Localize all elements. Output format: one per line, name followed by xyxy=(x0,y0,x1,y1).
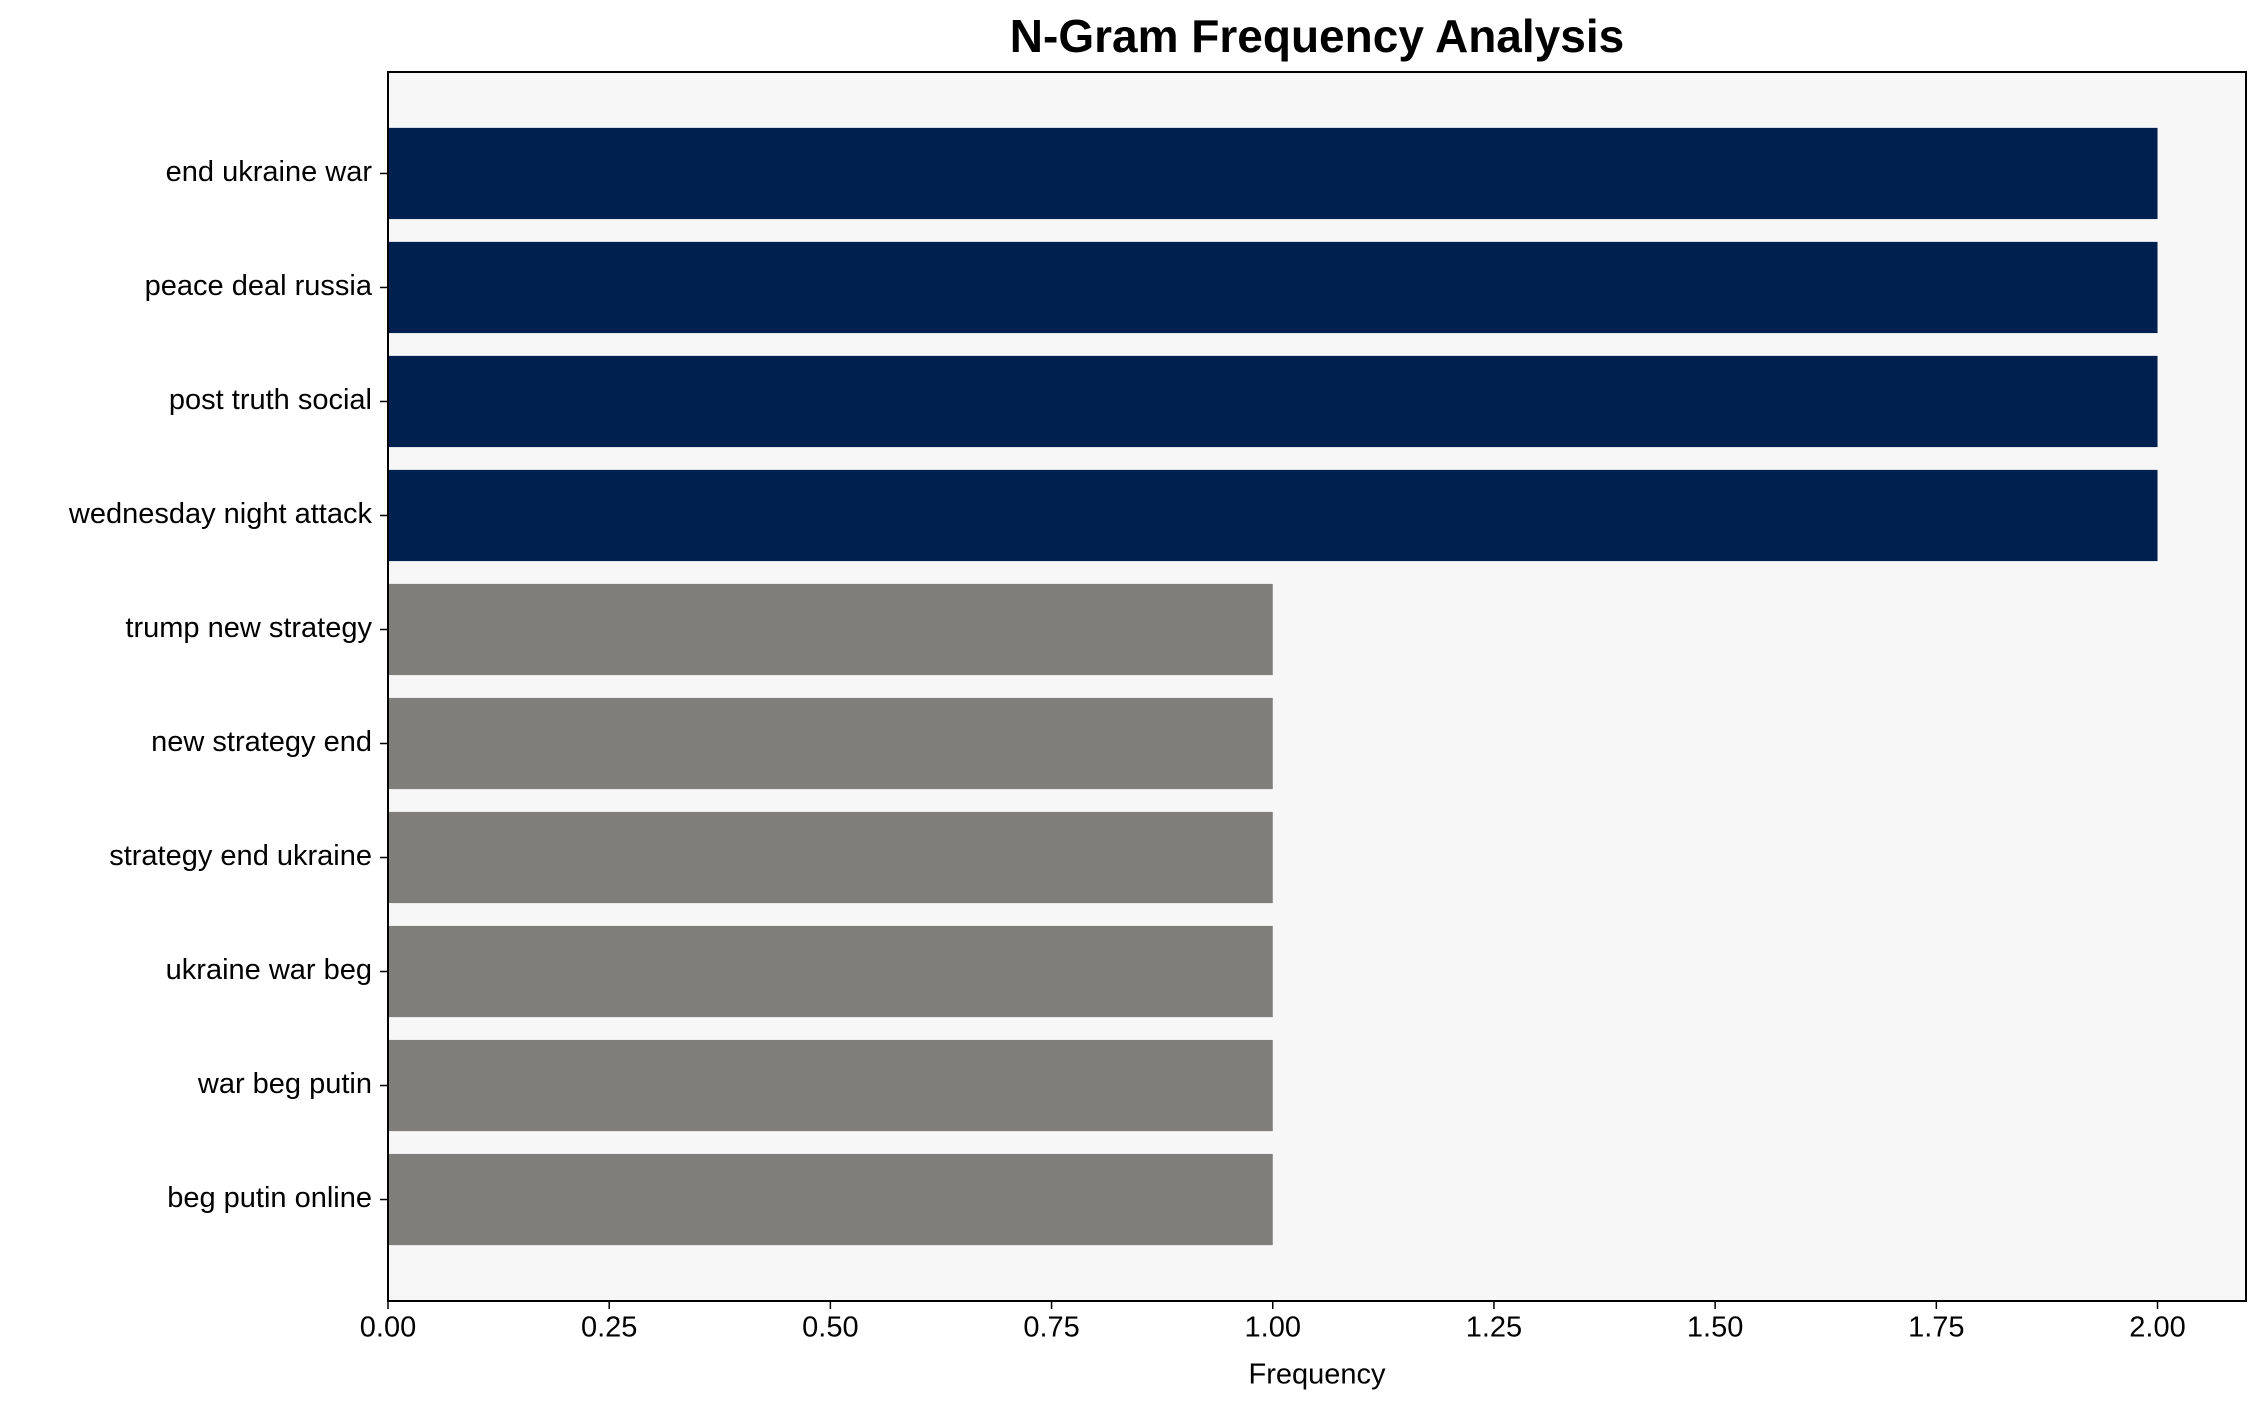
bar xyxy=(388,469,2158,562)
x-tick-label: 1.50 xyxy=(1687,1312,1743,1344)
bar xyxy=(388,811,1273,904)
bar xyxy=(388,241,2158,334)
axes-frame xyxy=(387,71,2247,1302)
bar xyxy=(388,583,1273,676)
x-tick-label: 0.75 xyxy=(1023,1312,1079,1344)
y-tick-label: strategy end ukraine xyxy=(109,840,372,872)
x-tick-label: 2.00 xyxy=(2129,1312,2185,1344)
y-tick-label: wednesday night attack xyxy=(68,498,373,530)
x-tick-label: 1.25 xyxy=(1466,1312,1522,1344)
x-tick-label: 0.00 xyxy=(360,1312,416,1344)
y-tick-label: beg putin online xyxy=(167,1182,372,1214)
bar xyxy=(388,1153,1273,1246)
y-tick-label: end ukraine war xyxy=(166,156,373,188)
x-tick-label: 1.00 xyxy=(1245,1312,1301,1344)
chart-title: N-Gram Frequency Analysis xyxy=(1010,10,1624,62)
x-tick-label: 0.25 xyxy=(581,1312,637,1344)
y-tick-label: peace deal russia xyxy=(145,270,373,302)
y-tick-label: new strategy end xyxy=(151,726,372,758)
y-tick-label: war beg putin xyxy=(197,1068,372,1100)
y-tick-label: trump new strategy xyxy=(125,612,372,644)
x-axis-label: Frequency xyxy=(1248,1359,1386,1391)
x-tick-label: 1.75 xyxy=(1908,1312,1964,1344)
bar xyxy=(388,925,1273,1018)
y-tick-label: ukraine war beg xyxy=(166,954,372,986)
bar xyxy=(388,697,1273,790)
bar xyxy=(388,1039,1273,1132)
x-tick-label: 0.50 xyxy=(802,1312,858,1344)
bar xyxy=(388,127,2158,220)
bar xyxy=(388,355,2158,448)
y-tick-label: post truth social xyxy=(169,384,372,416)
